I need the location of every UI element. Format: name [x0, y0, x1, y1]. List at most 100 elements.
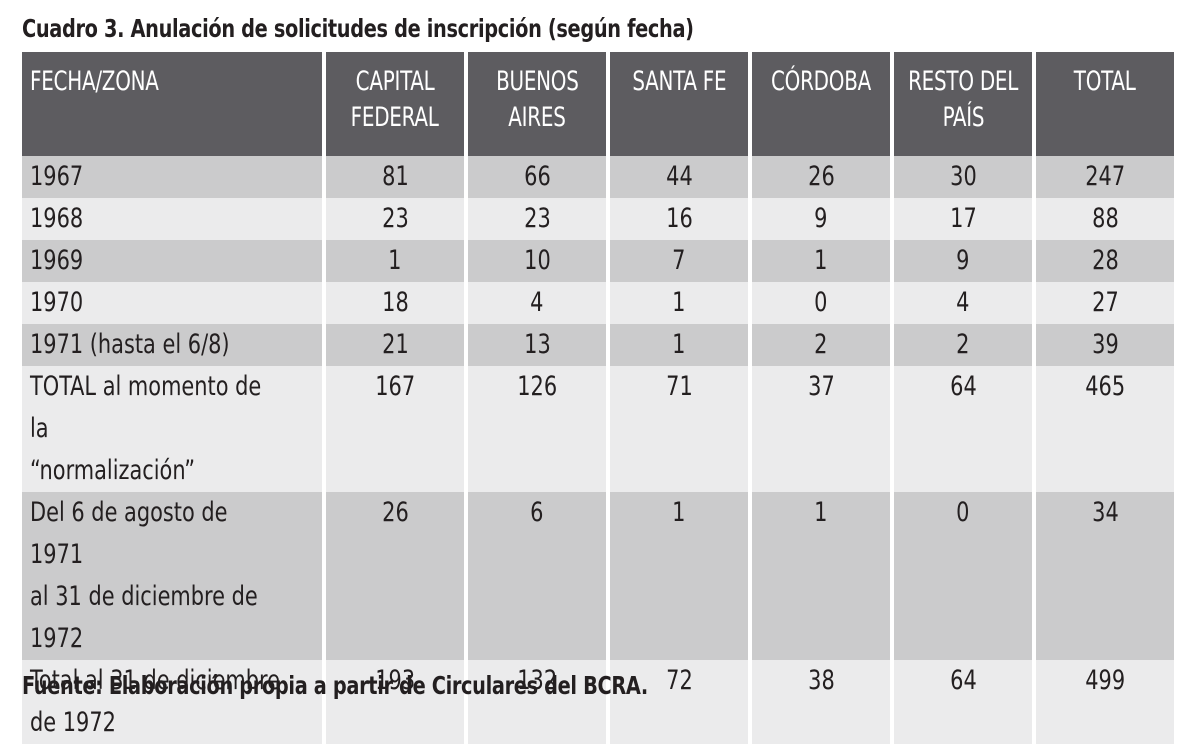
row-label: 1970 [22, 282, 322, 324]
cell-capital-federal: 81 [326, 156, 464, 198]
header-santa-fe: SANTA FE [610, 52, 748, 156]
row-label-line: Total al 31 de diciembre [30, 665, 280, 696]
cell-capital-federal: 26 [326, 492, 464, 660]
cell-value: 26 [807, 161, 835, 192]
cell-value: 1 [814, 497, 828, 528]
cell-buenos-aires: 126 [468, 366, 606, 492]
cell-resto-del-pais: 9 [894, 240, 1032, 282]
cell-value: 9 [814, 203, 828, 234]
row-label-line: Del 6 de agosto de 1971 [30, 497, 228, 570]
row-label: 1967 [22, 156, 322, 198]
source-note: Fuente: Elaboración propia a partir de C… [22, 671, 648, 700]
cell-value: 0 [814, 287, 828, 318]
cell-santa-fe: 7 [610, 240, 748, 282]
cell-total: 465 [1036, 366, 1174, 492]
cell-value: 126 [517, 371, 557, 402]
cell-value: 18 [381, 287, 409, 318]
cell-total: 499 [1036, 660, 1174, 744]
cell-value: 2 [956, 329, 970, 360]
cell-resto-del-pais: 64 [894, 660, 1032, 744]
cell-cordoba: 38 [752, 660, 890, 744]
cell-santa-fe: 1 [610, 282, 748, 324]
cell-resto-del-pais: 2 [894, 324, 1032, 366]
cell-total: 88 [1036, 198, 1174, 240]
cell-resto-del-pais: 0 [894, 492, 1032, 660]
cell-value: 1 [672, 329, 686, 360]
cell-capital-federal: 167 [326, 366, 464, 492]
cell-value: 4 [530, 287, 544, 318]
cell-value: 9 [956, 245, 970, 276]
cell-value: 64 [949, 371, 977, 402]
cell-value: 0 [956, 497, 970, 528]
header-label: AIRES [508, 102, 566, 133]
cell-value: 4 [956, 287, 970, 318]
cell-value: 27 [1091, 287, 1119, 318]
cell-cordoba: 37 [752, 366, 890, 492]
row-label-line: de 1972 [30, 707, 116, 738]
row-label: TOTAL al momento de la “normalización” [22, 366, 322, 492]
cell-value: 34 [1091, 497, 1119, 528]
cell-value: 10 [523, 245, 551, 276]
cell-value: 6 [530, 497, 544, 528]
cell-total: 27 [1036, 282, 1174, 324]
table-row: 1969 1 10 7 1 9 28 [22, 240, 1174, 282]
cell-santa-fe: 1 [610, 324, 748, 366]
cell-cordoba: 9 [752, 198, 890, 240]
cell-value: 64 [949, 665, 977, 696]
cell-total: 28 [1036, 240, 1174, 282]
cell-santa-fe: 1 [610, 492, 748, 660]
cell-total: 39 [1036, 324, 1174, 366]
cell-buenos-aires: 23 [468, 198, 606, 240]
header-fecha-zona: FECHA/ZONA [22, 52, 322, 156]
table-row: 1968 23 23 16 9 17 88 [22, 198, 1174, 240]
cell-value: 247 [1085, 161, 1125, 192]
cell-capital-federal: 23 [326, 198, 464, 240]
cell-value: 38 [807, 665, 835, 696]
cell-value: 72 [665, 665, 693, 696]
cell-resto-del-pais: 64 [894, 366, 1032, 492]
cell-value: 81 [381, 161, 409, 192]
cell-value: 66 [523, 161, 551, 192]
row-label: Del 6 de agosto de 1971 al 31 de diciembr… [22, 492, 322, 660]
header-label: SANTA FE [631, 66, 727, 97]
header-label: TOTAL [1074, 66, 1136, 97]
data-table: FECHA/ZONA CAPITAL FEDERAL BUENOS AIRES SA… [18, 52, 1178, 744]
row-label-line: “normalización” [30, 455, 196, 486]
row-label-line: 1971 (hasta el 6/8) [30, 329, 230, 360]
header-label: PAÍS [942, 102, 984, 133]
cell-santa-fe: 44 [610, 156, 748, 198]
cell-cordoba: 1 [752, 492, 890, 660]
cell-value: 2 [814, 329, 828, 360]
row-label-line: 1967 [30, 161, 84, 192]
cell-value: 44 [665, 161, 693, 192]
row-label-line: 1969 [30, 245, 84, 276]
row-label-line: 1968 [30, 203, 84, 234]
row-label-line: TOTAL al momento de la [30, 371, 262, 444]
cell-cordoba: 0 [752, 282, 890, 324]
cell-value: 17 [949, 203, 977, 234]
cell-value: 465 [1085, 371, 1125, 402]
cell-buenos-aires: 10 [468, 240, 606, 282]
row-label-line: 1972 [30, 623, 84, 654]
header-label: BUENOS [495, 66, 579, 97]
header-label: FECHA/ZONA [30, 66, 159, 97]
cell-resto-del-pais: 4 [894, 282, 1032, 324]
header-label: CÓRDOBA [770, 66, 872, 97]
cell-value: 1 [814, 245, 828, 276]
cell-value: 37 [807, 371, 835, 402]
table-row: 1967 81 66 44 26 30 247 [22, 156, 1174, 198]
cell-capital-federal: 18 [326, 282, 464, 324]
row-label-line: 1970 [30, 287, 84, 318]
cell-value: 28 [1091, 245, 1119, 276]
cell-value: 1 [672, 497, 686, 528]
cell-cordoba: 1 [752, 240, 890, 282]
row-label: 1969 [22, 240, 322, 282]
cell-santa-fe: 71 [610, 366, 748, 492]
table-caption: Cuadro 3. Anulación de solicitudes de in… [22, 14, 694, 43]
header-capital-federal: CAPITAL FEDERAL [326, 52, 464, 156]
cell-value: 26 [381, 497, 409, 528]
row-label: 1968 [22, 198, 322, 240]
cell-value: 16 [665, 203, 693, 234]
header-label: RESTO DEL [907, 66, 1019, 97]
cell-value: 13 [523, 329, 551, 360]
